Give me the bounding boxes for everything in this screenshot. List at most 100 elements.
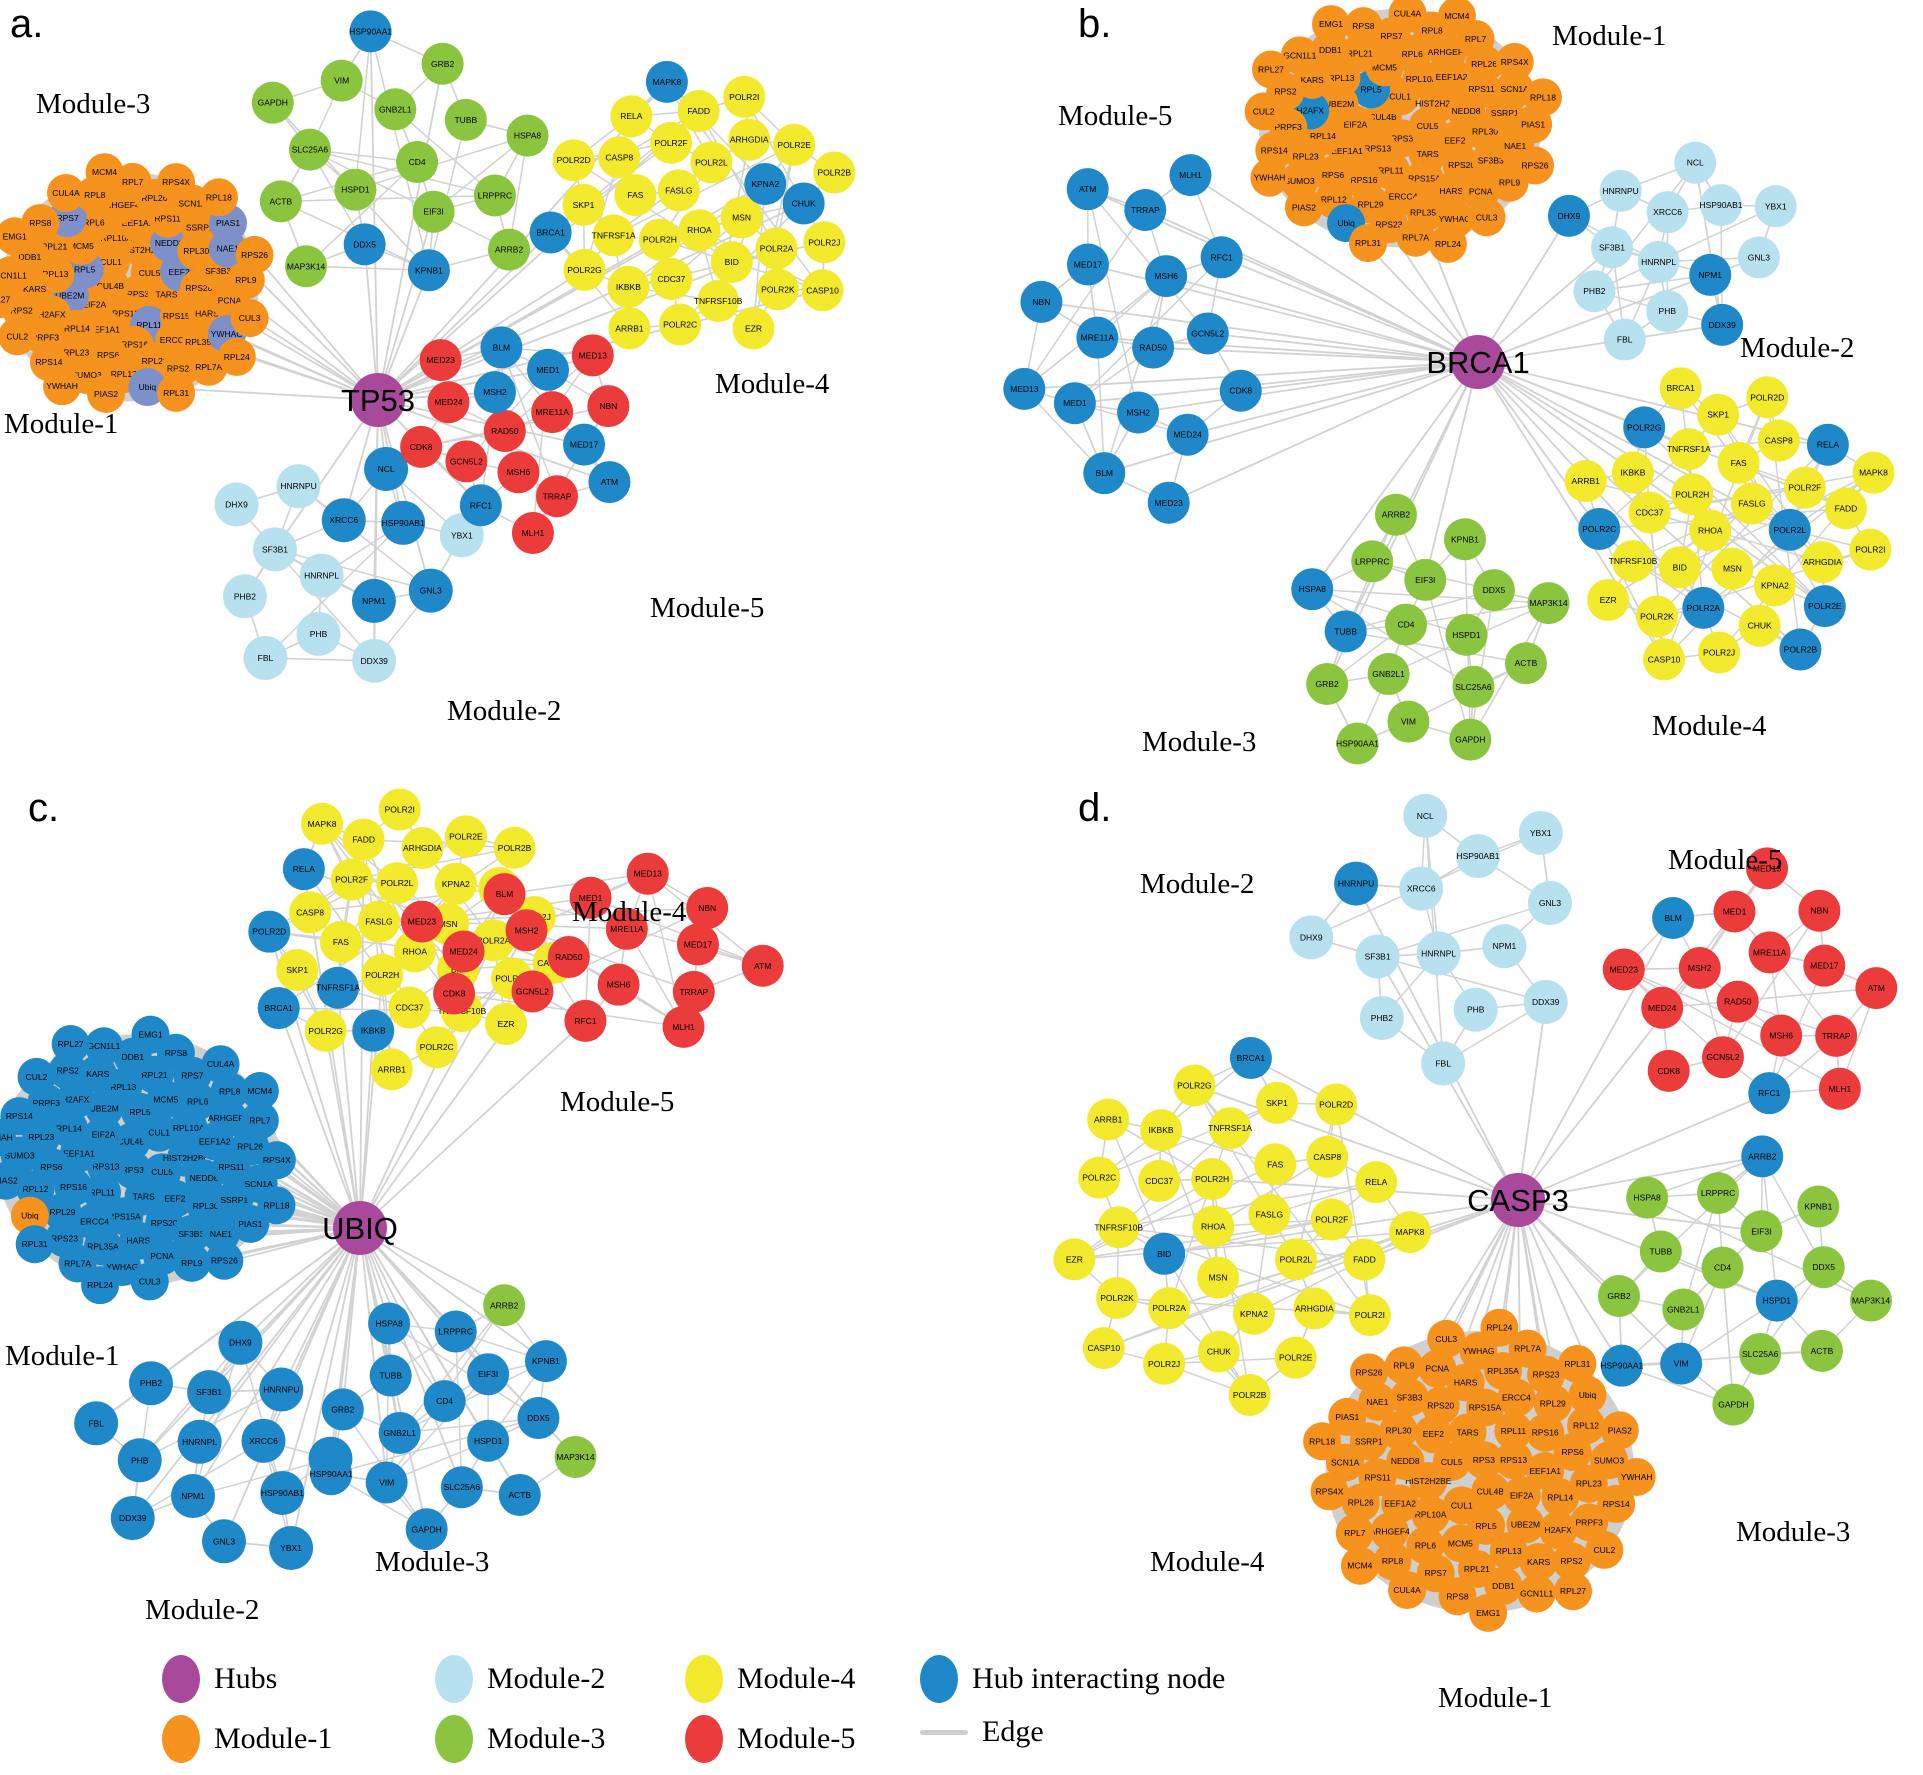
node-ACTB: ACTB (498, 1473, 541, 1516)
node-HNRNPU: HNRNPU (1334, 861, 1379, 906)
node-TRRAP: TRRAP (536, 475, 579, 518)
svg-text:BID: BID (1673, 562, 1687, 572)
node-RPL24: RPL24 (1480, 1308, 1519, 1347)
svg-text:RPS16: RPS16 (121, 340, 148, 350)
node-CD4: CD4 (423, 1380, 466, 1423)
svg-text:RPL26: RPL26 (1348, 1498, 1374, 1508)
node-PHB: PHB (296, 611, 341, 656)
svg-text:MSH2: MSH2 (515, 925, 539, 935)
node-SUMO3: SUMO3 (1590, 1441, 1629, 1480)
svg-text:RPS8: RPS8 (1352, 21, 1374, 31)
svg-text:ARHGDIA: ARHGDIA (1295, 1303, 1334, 1313)
svg-text:SKP1: SKP1 (1266, 1098, 1288, 1108)
node-RPL7A: RPL7A (1508, 1329, 1547, 1368)
node-RPL27: RPL27 (51, 1025, 90, 1064)
node-Ubiq: Ubiq (10, 1196, 49, 1235)
node-DHX9: DHX9 (1289, 915, 1334, 960)
svg-text:EEF2: EEF2 (168, 267, 190, 277)
node-GNL3: GNL3 (408, 568, 453, 613)
svg-text:RPL29: RPL29 (142, 356, 168, 366)
node-PHB2: PHB2 (1359, 995, 1404, 1040)
node-NBN: NBN (587, 385, 630, 428)
node-RPL30: RPL30 (186, 1186, 225, 1225)
svg-text:RPL5: RPL5 (1476, 1521, 1498, 1531)
node-MAPK8: MAPK8 (645, 60, 688, 103)
svg-text:EMG1: EMG1 (3, 231, 27, 241)
node-RPS26: RPS26 (1349, 1353, 1388, 1392)
svg-text:GCN1L1: GCN1L1 (0, 270, 27, 280)
node-Ubiq: Ubiq (128, 368, 167, 407)
svg-text:RPL7A: RPL7A (64, 1259, 91, 1269)
node-RPL18: RPL18 (1303, 1422, 1342, 1461)
svg-text:GAPDH: GAPDH (412, 1524, 442, 1534)
svg-text:DDB1: DDB1 (1492, 1581, 1515, 1591)
svg-text:RPL7: RPL7 (122, 177, 144, 187)
node-MED13: MED13 (571, 334, 614, 377)
node-FASLG: FASLG (1248, 1193, 1291, 1236)
node-GNL3: GNL3 (1737, 236, 1780, 279)
svg-text:HSP90AA1: HSP90AA1 (349, 26, 392, 36)
node-TNFRSF10B: TNFRSF10B (694, 279, 743, 322)
svg-text:CHUK: CHUK (1748, 621, 1772, 631)
svg-text:CUL5: CUL5 (1417, 121, 1439, 131)
svg-text:PHB: PHB (1659, 306, 1677, 316)
svg-text:YBX1: YBX1 (280, 1543, 302, 1553)
node-GCN1L1: GCN1L1 (1517, 1574, 1556, 1613)
node-RPL30: RPL30 (1379, 1411, 1418, 1450)
node-H2AFX: H2AFX (1539, 1511, 1578, 1550)
node-MED23: MED23 (400, 900, 443, 943)
svg-text:RPS23: RPS23 (1533, 1370, 1560, 1380)
node-PHB: PHB (1646, 290, 1689, 333)
node-MAP3K14: MAP3K14 (1849, 1279, 1892, 1322)
svg-text:SLC25A6: SLC25A6 (1455, 682, 1492, 692)
module-label-module-1: Module-1 (1438, 1682, 1553, 1714)
node-CDC37: CDC37 (1138, 1159, 1181, 1202)
node-PHB2: PHB2 (128, 1361, 173, 1406)
node-BLM: BLM (1083, 452, 1126, 495)
svg-text:RPS2: RPS2 (57, 1066, 79, 1076)
svg-text:MAP3K14: MAP3K14 (1852, 1296, 1891, 1306)
svg-text:SUMO3: SUMO3 (71, 370, 102, 380)
node-IKBKB: IKBKB (607, 265, 650, 308)
node-ARRB2: ARRB2 (488, 228, 531, 271)
svg-text:TRRAP: TRRAP (1131, 205, 1160, 215)
svg-text:RPS4X: RPS4X (162, 177, 190, 187)
node-CDK8: CDK8 (1219, 369, 1262, 412)
node-GAPDH: GAPDH (1449, 718, 1492, 761)
node-KPNB1: KPNB1 (407, 249, 450, 292)
node-CUL4A: CUL4A (1388, 0, 1427, 33)
svg-text:CDC37: CDC37 (1145, 1176, 1173, 1186)
module-label-module-2: Module-2 (145, 1594, 260, 1626)
svg-text:RPL18: RPL18 (1309, 1436, 1335, 1446)
svg-text:RPL23: RPL23 (1576, 1479, 1602, 1489)
svg-text:POLR2F: POLR2F (1788, 483, 1821, 493)
svg-text:YWHAG: YWHAG (211, 329, 243, 339)
node-MSN: MSN (1711, 547, 1754, 590)
svg-text:RPL35A: RPL35A (1487, 1366, 1519, 1376)
svg-text:MSN: MSN (439, 919, 458, 929)
svg-text:MSN: MSN (1209, 1273, 1228, 1283)
node-HSPA8: HSPA8 (1626, 1176, 1669, 1219)
svg-text:CUL4B: CUL4B (1369, 112, 1397, 122)
svg-text:MLH1: MLH1 (522, 528, 545, 538)
svg-text:EEF2: EEF2 (164, 1194, 186, 1204)
node-RPL18: RPL18 (257, 1186, 296, 1225)
svg-text:HNRNPU: HNRNPU (1338, 879, 1374, 889)
node-HSPA8: HSPA8 (1291, 568, 1334, 611)
nodes: RHOAFASLGMSNPOLR2HPOLR2LBIDFASKPNA2CDC37… (0, 788, 784, 1570)
node-EIF3I: EIF3I (1404, 558, 1447, 601)
svg-text:FBL: FBL (1435, 1059, 1451, 1069)
svg-text:RPL6: RPL6 (83, 218, 105, 228)
svg-text:SLC25A6: SLC25A6 (1742, 1349, 1779, 1359)
svg-text:NBN: NBN (698, 903, 716, 913)
node-YWHAH: YWHAH (1250, 158, 1289, 197)
svg-text:EIF2A: EIF2A (1344, 120, 1368, 130)
svg-text:RPL7A: RPL7A (1514, 1344, 1541, 1354)
svg-text:RPL7: RPL7 (1465, 34, 1487, 44)
node-RPS4X: RPS4X (1495, 42, 1534, 81)
node-MED1: MED1 (569, 876, 612, 919)
node-DHX9: DHX9 (218, 1320, 263, 1365)
svg-text:SF3B1: SF3B1 (1365, 951, 1391, 961)
svg-text:CASP3: CASP3 (1467, 1183, 1569, 1218)
svg-text:GCN5L2: GCN5L2 (1191, 328, 1224, 338)
